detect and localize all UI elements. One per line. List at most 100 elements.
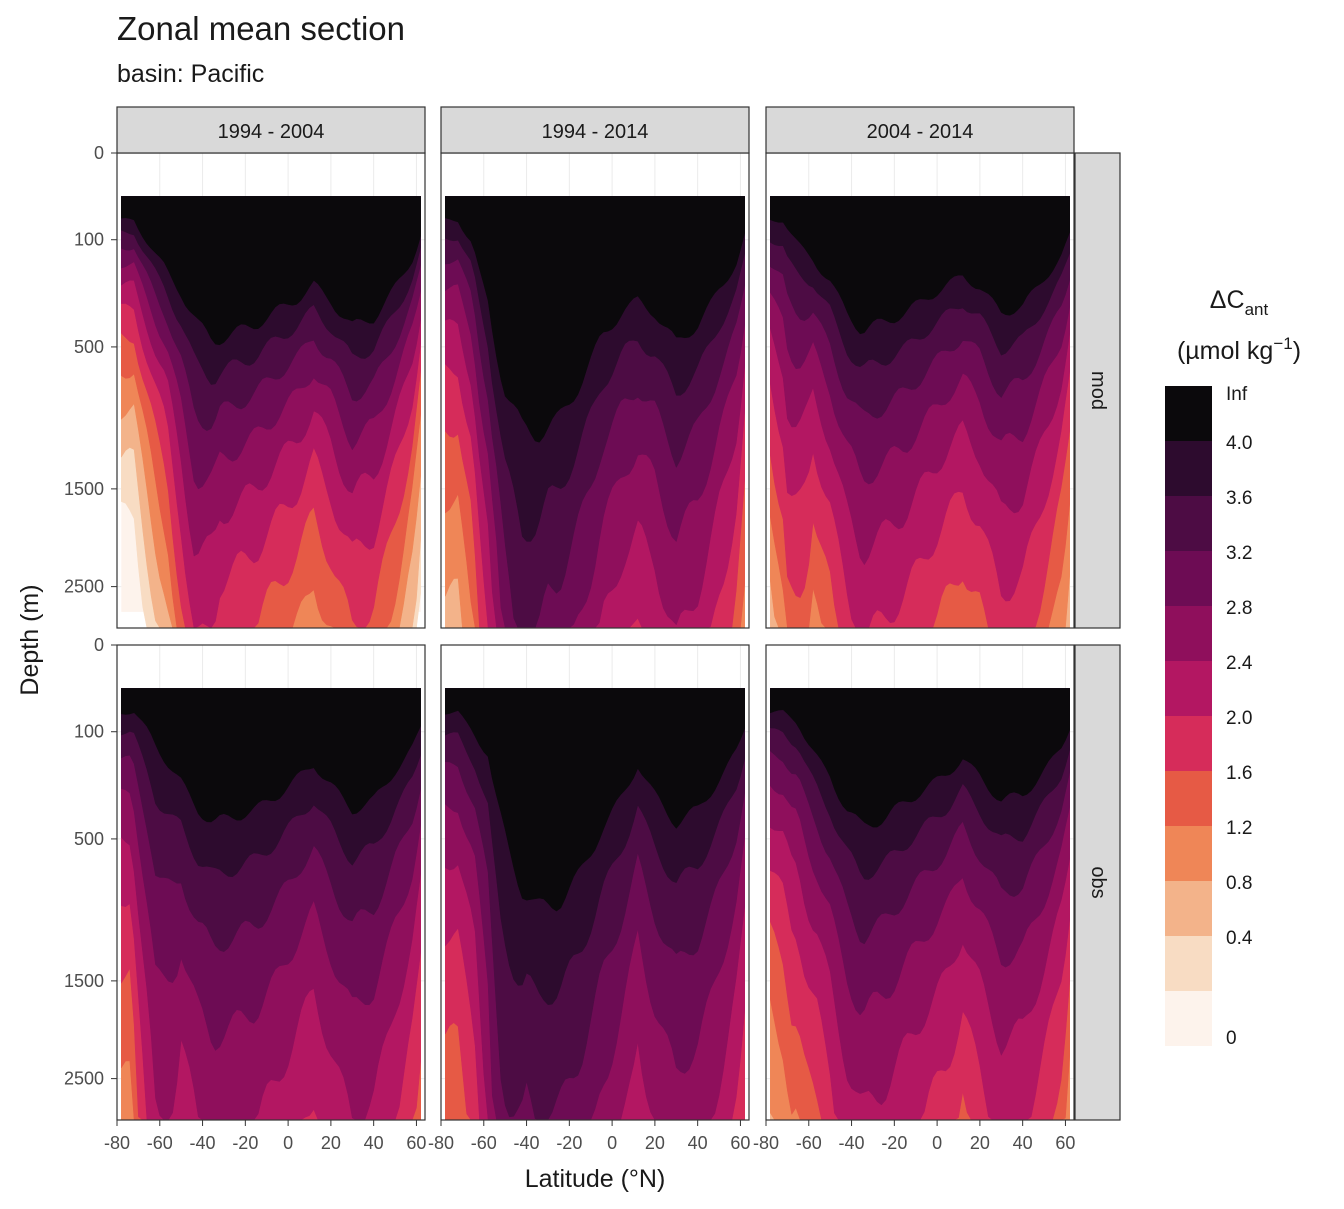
contour-fill: [770, 688, 1070, 1120]
legend-title: ΔCant: [1210, 286, 1269, 319]
legend-label: 2.8: [1226, 598, 1252, 619]
contour-fill: [121, 196, 421, 628]
legend-label: 2.4: [1226, 653, 1253, 674]
contour-fill: [121, 688, 421, 1120]
legend-key: [1165, 496, 1212, 551]
legend-key: [1165, 771, 1212, 826]
facet-panel-mod-0: [116, 152, 426, 629]
y-tick-label: 2500: [64, 577, 104, 597]
facet-panel-obs-0: [116, 644, 426, 1121]
contour-band-0: [770, 688, 1070, 828]
legend-label: 0.8: [1226, 873, 1252, 894]
x-tick-label: 40: [688, 1133, 708, 1153]
y-axis-row-1: 0 100 500 1500 2500: [64, 635, 117, 1089]
chart-subtitle: basin: Pacific: [117, 60, 265, 88]
legend-label: 3.2: [1226, 543, 1252, 564]
panel-border: [765, 644, 1075, 1121]
y-tick-label: 500: [74, 829, 104, 849]
x-tick-label: 60: [406, 1133, 426, 1153]
x-tick-label: -40: [190, 1133, 216, 1153]
x-tick-label: -80: [753, 1133, 779, 1153]
legend-key: [1165, 881, 1212, 936]
y-tick-label: 1500: [64, 479, 104, 499]
strip-box: [440, 106, 750, 154]
legend-label: 1.6: [1226, 763, 1252, 784]
strip-label: 2004 - 2014: [867, 121, 974, 143]
legend-label: 0: [1226, 1028, 1237, 1049]
x-tick-label: 60: [1055, 1133, 1075, 1153]
legend-key: [1165, 661, 1212, 716]
legend-key: [1165, 606, 1212, 661]
x-tick-label: -80: [104, 1133, 130, 1153]
contour-band-0: [121, 688, 421, 823]
legend-label: 2.0: [1226, 708, 1252, 729]
contour-fill: [770, 196, 1070, 628]
strip-label: obs: [1087, 866, 1109, 898]
contour-band-0: [445, 196, 745, 443]
strip-label: 1994 - 2014: [542, 121, 649, 143]
x-axis-title: Latitude (°N): [525, 1165, 666, 1193]
x-tick-label: 20: [321, 1133, 341, 1153]
y-tick-label: 0: [94, 143, 104, 163]
x-tick-label: -20: [556, 1133, 582, 1153]
legend-label: 3.6: [1226, 488, 1252, 509]
y-tick-label: 2500: [64, 1069, 104, 1089]
x-tick-label: 0: [932, 1133, 942, 1153]
y-tick-label: 100: [74, 230, 104, 250]
legend-label: 4.0: [1226, 433, 1252, 454]
legend-key: [1165, 716, 1212, 771]
x-tick-label: -80: [428, 1133, 454, 1153]
facet-panel-mod-2: [765, 152, 1075, 629]
x-axis-col-2: -80 -60 -40 -20 0 20 40 60: [753, 1120, 1075, 1153]
contour-band-0: [770, 196, 1070, 335]
panel-border: [116, 644, 426, 1121]
y-tick-label: 500: [74, 337, 104, 357]
x-tick-label: -60: [147, 1133, 173, 1153]
y-axis-title: Depth (m): [16, 584, 44, 695]
strip-label: 1994 - 2004: [218, 121, 325, 143]
contour-fill: [445, 196, 745, 628]
x-tick-label: 40: [1013, 1133, 1033, 1153]
x-axis-col-1: -80 -60 -40 -20 0 20 40 60: [428, 1120, 750, 1153]
facet-panel-obs-2: [765, 644, 1075, 1121]
legend-label: 0.4: [1226, 928, 1253, 949]
x-tick-label: -60: [796, 1133, 822, 1153]
x-tick-label: 0: [283, 1133, 293, 1153]
legend-key: [1165, 936, 1212, 991]
contour-fill: [445, 688, 745, 1120]
x-tick-label: 40: [364, 1133, 384, 1153]
strip-box: [116, 106, 426, 154]
x-tick-label: -40: [839, 1133, 865, 1153]
facet-strip-2: 2004 - 2014: [765, 106, 1075, 154]
x-tick-label: -20: [881, 1133, 907, 1153]
y-tick-label: 100: [74, 722, 104, 742]
legend-unit: (µmol kg−1): [1177, 334, 1301, 365]
strip-box: [765, 106, 1075, 154]
strip-label: mod: [1087, 371, 1109, 410]
x-tick-label: -40: [514, 1133, 540, 1153]
legend-key: [1165, 386, 1212, 441]
x-tick-label: 0: [607, 1133, 617, 1153]
facet-panel-mod-1: [440, 152, 750, 629]
legend-key: [1165, 441, 1212, 496]
row-strip-mod: mod: [1074, 152, 1121, 629]
x-tick-label: 20: [970, 1133, 990, 1153]
facet-panel-obs-1: [440, 644, 750, 1121]
y-tick-label: 1500: [64, 971, 104, 991]
contour-band-0: [121, 196, 421, 346]
x-tick-label: 20: [645, 1133, 665, 1153]
legend: ΔCant (µmol kg−1) Inf 4.0 3.6 3.2 2.8 2.4 2.0 1.6…: [1165, 286, 1301, 1049]
x-tick-label: 60: [730, 1133, 750, 1153]
chart-title: Zonal mean section: [117, 10, 405, 47]
legend-label: 1.2: [1226, 818, 1252, 839]
x-tick-label: -60: [471, 1133, 497, 1153]
x-tick-label: -20: [232, 1133, 258, 1153]
y-tick-label: 0: [94, 635, 104, 655]
facet-strip-0: 1994 - 2004: [116, 106, 426, 154]
strip-box: [1074, 152, 1121, 629]
row-strip-obs: obs: [1074, 644, 1121, 1121]
panel-border: [440, 644, 750, 1121]
legend-key: [1165, 826, 1212, 881]
strip-box: [1074, 644, 1121, 1121]
